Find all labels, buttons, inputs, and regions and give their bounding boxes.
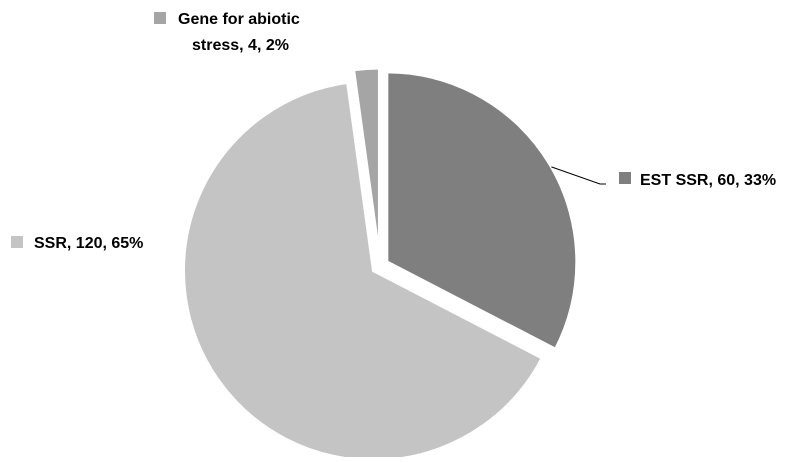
label-swatch-est-ssr [619, 172, 631, 184]
data-label-line-gene-for-abiotic-stress: stress, 4, 2% [192, 37, 289, 54]
data-labels-layer: EST SSR, 60, 33% SSR, 120, 65% Gene for ab… [11, 11, 776, 252]
leader-line-est-ssr [551, 166, 606, 185]
label-swatch-ssr [11, 236, 23, 248]
data-label-ssr: SSR, 120, 65% [34, 235, 143, 252]
pie-slice-est-ssr [385, 70, 579, 352]
pie-slice-ssr [181, 80, 545, 462]
slices-layer [181, 66, 579, 462]
data-label-line-gene-for-abiotic-stress: Gene for abiotic [178, 11, 300, 28]
leader-lines-layer [551, 166, 606, 185]
pie-slice-gene-for-abiotic-stress [351, 66, 381, 259]
label-swatch-gene-for-abiotic-stress [154, 12, 166, 24]
data-label-gene-for-abiotic-stress: Gene for abiotic stress, 4, 2% [178, 11, 300, 54]
data-label-est-ssr: EST SSR, 60, 33% [640, 172, 776, 189]
